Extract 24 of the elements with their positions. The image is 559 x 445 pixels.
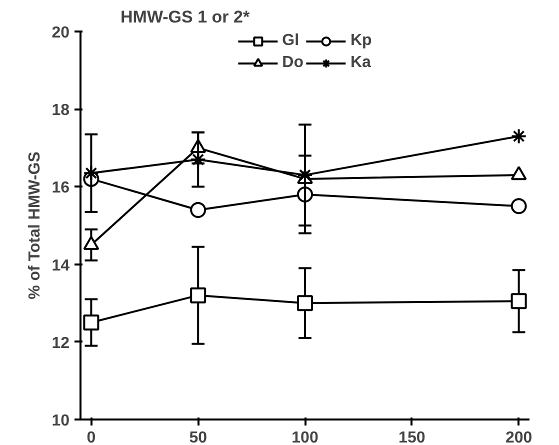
y-tick-label: 12	[52, 334, 70, 352]
point	[510, 128, 527, 144]
x-tick-label: 50	[189, 430, 208, 445]
legend-label: Gl	[282, 32, 300, 50]
point	[83, 314, 100, 330]
point	[510, 198, 527, 214]
y-tick-label: 18	[52, 102, 70, 120]
x-tick-label: 100	[292, 430, 318, 445]
point	[190, 202, 206, 218]
y-tick-label: 10	[52, 412, 70, 430]
point	[510, 293, 527, 310]
legend-label: Do	[282, 54, 304, 72]
x-tick-label: 200	[505, 430, 532, 445]
y-tick-label: 20	[52, 24, 70, 42]
y-tick-label: 16	[52, 180, 70, 197]
chart-title: HMW-GS 1 or 2*	[120, 8, 250, 26]
point	[297, 295, 313, 312]
legend-label: Kp	[350, 32, 372, 50]
y-axis-title: % of Total HMW-GS	[26, 151, 44, 300]
point	[190, 287, 206, 304]
x-tick-label: 0	[86, 430, 96, 445]
legend-label: Ka	[350, 54, 371, 72]
x-tick-label: 150	[398, 430, 426, 445]
y-tick-label: 14	[52, 257, 70, 274]
